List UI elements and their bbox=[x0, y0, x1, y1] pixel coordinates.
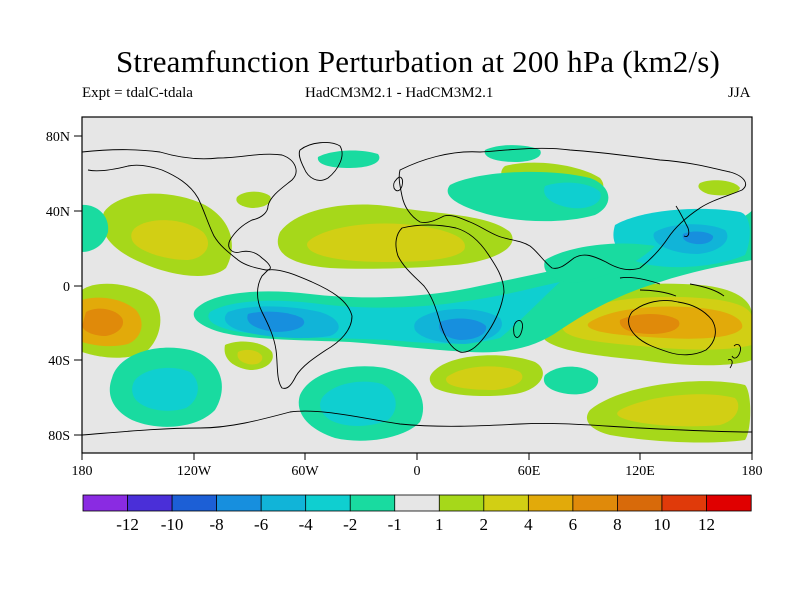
colorbar-swatch bbox=[661, 494, 708, 512]
contour-negative-indian-ocean bbox=[543, 366, 599, 395]
coastlines bbox=[82, 142, 752, 436]
contour-negative-south-pacific-core bbox=[132, 367, 198, 411]
contour-negative-africa-peak bbox=[439, 318, 487, 340]
coastline-new-zealand bbox=[727, 343, 741, 369]
colorbar-swatch bbox=[305, 494, 351, 512]
colorbar: -12 -10 -8 -6 -4 -2 -1 1 2 4 6 8 10 12 bbox=[82, 494, 752, 534]
colorbar-swatch bbox=[127, 494, 173, 512]
coastline-greenland bbox=[298, 142, 343, 181]
lon-tick-0: 0 bbox=[414, 464, 421, 479]
colorbar-label: -2 bbox=[343, 515, 357, 534]
colorbar-label: 6 bbox=[569, 515, 578, 534]
coastline-antarctica bbox=[82, 410, 752, 436]
lon-tick-60e: 60E bbox=[518, 464, 541, 479]
colorbar-label: 8 bbox=[613, 515, 622, 534]
lon-tick-180w: 180 bbox=[72, 464, 93, 479]
lon-tick-120w: 120W bbox=[177, 464, 212, 479]
contour-negative-central-asia-core bbox=[544, 182, 601, 209]
colorbar-swatch bbox=[171, 494, 218, 512]
colorbar-swatch bbox=[617, 494, 663, 512]
colorbar-label: -1 bbox=[388, 515, 402, 534]
lat-tick-eq: 0 bbox=[63, 280, 70, 295]
contour-positive-canada bbox=[236, 191, 271, 208]
contour-positive-arctic bbox=[698, 180, 740, 196]
lat-tick-40s: 40S bbox=[48, 354, 70, 369]
lon-tick-180e: 180 bbox=[742, 464, 763, 479]
colorbar-swatch bbox=[483, 494, 529, 512]
colorbar-label: 4 bbox=[524, 515, 533, 534]
lat-tick-80s: 80S bbox=[48, 429, 70, 444]
coastline-south-america bbox=[257, 269, 353, 389]
coastline-japan bbox=[675, 205, 690, 237]
contour-negative-arctic-russia bbox=[317, 150, 380, 168]
coastline-australia bbox=[628, 300, 716, 356]
colorbar-label: -4 bbox=[299, 515, 314, 534]
lon-tick-labels: 180 120W 60W 0 60E 120E 180 bbox=[72, 464, 763, 479]
contour-negative-north-africa-strip bbox=[544, 243, 655, 283]
colorbar-label: 10 bbox=[653, 515, 670, 534]
colorbar-swatch bbox=[394, 494, 440, 512]
colorbar-label: 2 bbox=[480, 515, 489, 534]
contour-negative-atlantic-band-peak bbox=[247, 311, 305, 332]
contour-negative-south-atlantic-core bbox=[320, 381, 396, 426]
contour-positive-north-pacific-core bbox=[131, 220, 209, 260]
contour-negative-pacific-west-strip bbox=[82, 204, 109, 252]
colorbar-swatch bbox=[438, 494, 485, 512]
colorbar-swatch bbox=[349, 494, 396, 512]
contour-negative-east-asia-peak bbox=[682, 231, 714, 245]
contour-positive-south-atlantic-core bbox=[446, 366, 523, 390]
lon-tick-60w: 60W bbox=[291, 464, 319, 479]
contour-positive-south-pacific-west-core bbox=[82, 308, 124, 336]
coastline-uk bbox=[393, 176, 403, 192]
contour-positive-north-atlantic-core bbox=[307, 223, 465, 262]
coastline-indonesia bbox=[619, 277, 725, 297]
colorbar-swatch bbox=[572, 494, 618, 512]
map-panel bbox=[81, 116, 753, 454]
colorbar-label: -6 bbox=[254, 515, 268, 534]
colorbar-swatch bbox=[527, 494, 574, 512]
colorbar-swatch bbox=[216, 494, 262, 512]
model-label: HadCM3M2.1 - HadCM3M2.1 bbox=[305, 85, 494, 101]
colorbar-label: -12 bbox=[116, 515, 139, 534]
colorbar-swatch bbox=[706, 494, 752, 512]
map-axes bbox=[74, 135, 753, 460]
lat-tick-labels: 80N 40N 0 40S 80S bbox=[46, 130, 70, 444]
colorbar-label: 1 bbox=[435, 515, 444, 534]
contour-positive-australia-core bbox=[619, 314, 680, 334]
contour-negative-arctic-scandinavia bbox=[484, 145, 541, 162]
lat-tick-80n: 80N bbox=[46, 130, 70, 145]
experiment-label: Expt = tdalC-tdala bbox=[82, 85, 193, 101]
plot-title: Streamfunction Perturbation at 200 hPa (… bbox=[115, 44, 721, 79]
coastline-africa bbox=[395, 224, 505, 353]
coastline-north-america bbox=[82, 149, 297, 271]
coastline-madagascar bbox=[513, 319, 523, 338]
lat-tick-40n: 40N bbox=[46, 205, 70, 220]
coastline-europe-asia bbox=[398, 147, 746, 271]
contour-fields bbox=[82, 142, 752, 443]
contour-positive-southern-ocean-core bbox=[617, 394, 739, 427]
colorbar-label: -10 bbox=[161, 515, 184, 534]
contour-positive-south-america-core bbox=[237, 349, 263, 365]
colorbar-swatch bbox=[82, 494, 129, 512]
colorbar-label: 12 bbox=[698, 515, 715, 534]
lon-tick-120e: 120E bbox=[625, 464, 655, 479]
season-label: JJA bbox=[728, 85, 751, 101]
colorbar-label: -8 bbox=[210, 515, 224, 534]
colorbar-swatch bbox=[260, 494, 307, 512]
